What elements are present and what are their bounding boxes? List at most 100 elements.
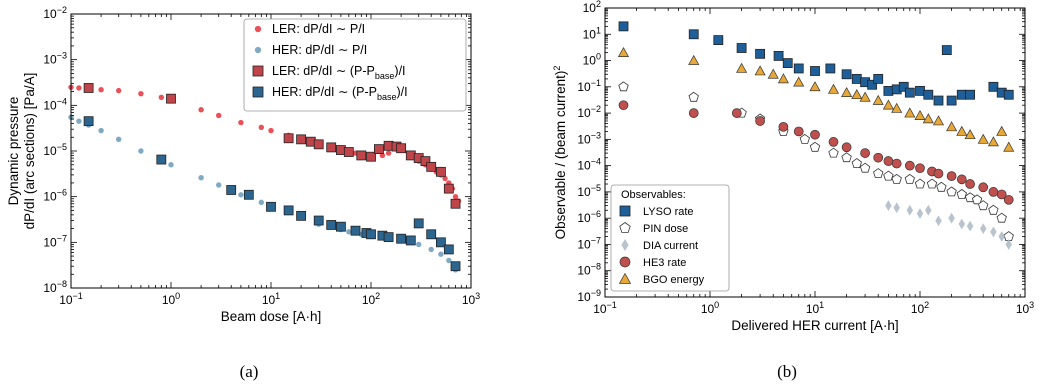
data-point <box>296 134 307 145</box>
data-point <box>941 45 952 55</box>
series-b-0 <box>618 21 1014 106</box>
data-point <box>883 85 894 96</box>
x-axis-label: Delivered HER current [A·h] <box>731 318 898 333</box>
data-point <box>891 158 902 169</box>
data-point <box>158 94 165 100</box>
data-point <box>996 189 1007 200</box>
data-point <box>933 95 944 106</box>
data-point <box>956 174 967 185</box>
data-point <box>883 156 894 166</box>
axis-ticks <box>70 13 472 289</box>
data-point <box>782 58 793 68</box>
y-tick-label: 100 <box>583 52 601 68</box>
data-point <box>904 107 916 118</box>
data-point <box>346 229 352 235</box>
series-b-3 <box>618 100 1014 205</box>
data-point <box>138 90 144 97</box>
data-point <box>258 199 265 206</box>
series-b-1 <box>618 81 1014 241</box>
y-tick-label: 10−2 <box>577 104 601 120</box>
data-point <box>956 125 968 136</box>
y-tick-label: 10−5 <box>577 183 601 199</box>
data-point <box>405 235 416 246</box>
data-point <box>827 83 840 94</box>
data-point <box>435 166 446 177</box>
data-point <box>216 182 222 188</box>
data-point <box>956 89 967 100</box>
data-point <box>413 218 424 229</box>
data-point <box>841 69 852 80</box>
data-point <box>326 220 337 230</box>
data-point <box>987 136 999 147</box>
chart-panel-a: 10−1 100 101 102 103 10−8 10−7 10−6 10−5 10−4 10−3… <box>6 5 480 324</box>
data-point <box>793 63 804 74</box>
data-point <box>618 100 629 111</box>
data-point <box>828 137 839 147</box>
data-point <box>426 229 437 240</box>
x-tick-label: 102 <box>362 291 380 307</box>
x-tick-label: 103 <box>462 291 480 307</box>
data-point <box>978 200 989 211</box>
data-point <box>420 156 431 167</box>
data-point <box>343 147 354 157</box>
data-point <box>882 99 894 110</box>
data-point <box>932 115 945 126</box>
legend-marker <box>621 239 629 251</box>
data-point <box>873 74 884 84</box>
y-tick-label: 10−7 <box>43 233 67 249</box>
data-point <box>156 154 167 165</box>
data-point <box>198 175 204 181</box>
legend-label: HER: dP/dI ∼ P/I <box>272 43 367 57</box>
data-point <box>755 116 765 126</box>
data-point <box>977 133 989 144</box>
data-point <box>76 85 82 91</box>
data-point <box>914 109 926 120</box>
data-point <box>904 173 915 184</box>
y-tick-label: 10−8 <box>577 262 601 278</box>
data-point <box>83 116 94 127</box>
data-point <box>76 118 82 124</box>
data-point <box>116 136 122 143</box>
legend-label: DIA current <box>643 240 698 252</box>
data-point <box>773 51 784 61</box>
data-point <box>168 162 174 168</box>
x-axis-label: Beam dose [A·h] <box>221 309 322 324</box>
legend-label: BGO energy <box>643 274 705 286</box>
data-point <box>446 257 452 264</box>
y-tick-label: 10−9 <box>577 288 601 304</box>
y-tick-label: 101 <box>583 25 601 41</box>
data-point <box>383 232 394 243</box>
data-point <box>116 87 122 94</box>
data-point <box>226 185 237 195</box>
y-tick-label: 10−4 <box>577 157 601 173</box>
data-point <box>1003 194 1014 205</box>
data-point <box>898 81 909 92</box>
data-point <box>793 126 804 137</box>
data-point <box>916 208 924 219</box>
data-point <box>933 168 944 179</box>
x-tick-label: 10−1 <box>593 300 617 316</box>
data-point <box>283 205 294 216</box>
caption-a: (a) <box>239 362 259 381</box>
data-point <box>767 68 779 79</box>
legend-label: HE3 rate <box>643 257 686 269</box>
data-point <box>238 119 244 126</box>
data-point <box>988 204 999 215</box>
data-point <box>350 225 361 236</box>
data-point <box>891 173 902 184</box>
data-point <box>859 91 871 102</box>
data-point <box>450 261 461 272</box>
data-point <box>923 89 934 100</box>
legend-marker <box>619 222 631 233</box>
data-point <box>988 81 999 92</box>
y-tick-label: 10−4 <box>43 96 67 112</box>
data-point <box>198 107 204 113</box>
data-point <box>893 202 900 214</box>
data-point <box>841 86 853 97</box>
data-point <box>859 162 871 173</box>
chart-panel-b: 10−1 100 101 102 103 10−9 10−8 10−7 10−6 10−5 10−4… <box>552 0 1034 333</box>
data-point <box>778 121 789 132</box>
y-axis-label: dP/dI (arc sections) [Pa/A] <box>22 73 37 230</box>
data-point <box>978 182 989 193</box>
